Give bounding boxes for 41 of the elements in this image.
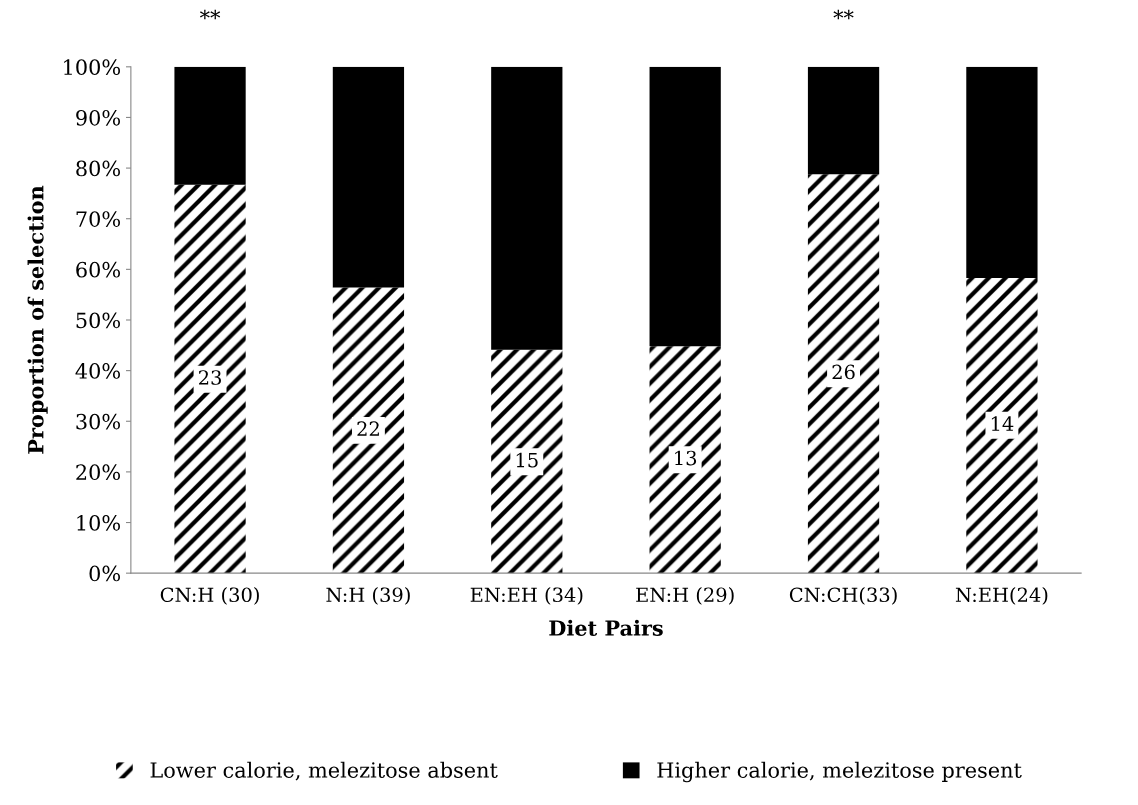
y-tick-label: 60% xyxy=(76,261,120,278)
bar xyxy=(649,346,721,574)
x-tick-label: EN:EH (34) xyxy=(470,587,583,605)
annotation: 26 xyxy=(832,364,855,380)
y-tick-label: 20% xyxy=(76,464,120,481)
y-tick-label: 50% xyxy=(76,312,120,329)
annotation: ** xyxy=(199,9,221,20)
bar xyxy=(174,66,246,185)
annotation: 22 xyxy=(357,421,379,436)
legend-label: Lower calorie, melezitose absent xyxy=(150,761,498,781)
x-axis-title: Diet Pairs xyxy=(549,619,663,636)
y-tick-label: 40% xyxy=(75,363,120,379)
y-tick-label: 90% xyxy=(76,109,120,126)
x-tick-label: CN:H (30) xyxy=(160,587,259,605)
bar xyxy=(807,66,880,175)
annotation: ** xyxy=(833,9,854,20)
bar xyxy=(332,287,405,574)
bar xyxy=(966,277,1038,574)
bar xyxy=(491,349,563,574)
bar xyxy=(174,184,246,574)
x-tick-label: EN:H (29) xyxy=(636,587,734,605)
y-tick-label: 70% xyxy=(76,211,120,227)
y-tick-label: 100% xyxy=(64,59,120,76)
y-axis-title: Proportion of selection xyxy=(27,185,48,454)
y-tick-label: 80% xyxy=(76,160,120,177)
bar xyxy=(807,174,880,574)
y-tick-label: 10% xyxy=(77,514,120,531)
bar xyxy=(332,66,405,288)
bar xyxy=(649,66,721,347)
annotation: 13 xyxy=(675,450,697,466)
x-tick-label: N:H (39) xyxy=(326,587,410,605)
x-tick-label: N:EH(24) xyxy=(955,587,1048,605)
bar xyxy=(491,66,563,350)
legend-label: Higher calorie, melezitose present xyxy=(657,761,1022,783)
annotation: 23 xyxy=(199,370,221,385)
y-tick-label: 30% xyxy=(76,413,120,430)
y-tick-label: 0% xyxy=(89,565,120,582)
annotation: 14 xyxy=(991,416,1014,431)
x-tick-label: CN:CH(33) xyxy=(789,587,897,605)
annotation: 15 xyxy=(516,452,538,468)
bar xyxy=(966,66,1038,278)
